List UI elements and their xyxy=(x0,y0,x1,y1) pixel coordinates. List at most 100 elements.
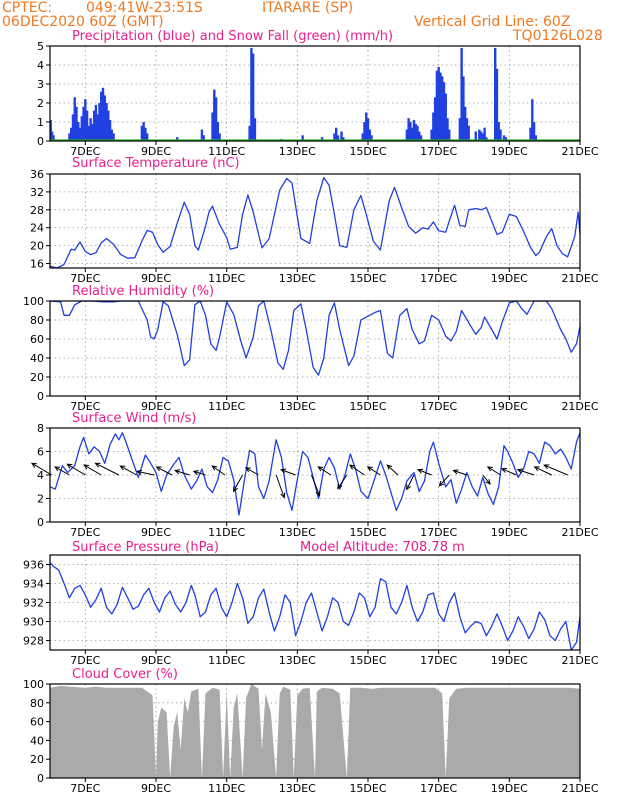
x-tick-label: 9DEC xyxy=(141,654,171,667)
wind-arrow xyxy=(349,464,365,476)
x-tick-label: 13DEC xyxy=(279,654,316,667)
x-tick-label: 19DEC xyxy=(491,526,528,539)
header-source: CPTEC: xyxy=(2,0,52,16)
wind-arrow-head xyxy=(280,492,286,499)
wind-arrow xyxy=(120,465,137,476)
header: CPTEC: 049:41W-23:51S ITARARE (SP) 06DEC… xyxy=(2,0,603,44)
wind-arrow-head xyxy=(315,490,321,497)
x-tick-label: 15DEC xyxy=(349,526,386,539)
precip-bar xyxy=(416,125,419,141)
precip-bar xyxy=(370,135,373,141)
precip-bar xyxy=(365,112,368,141)
x-tick-label: 11DEC xyxy=(208,272,245,285)
wind-arrow xyxy=(544,464,568,476)
header-date: 06DEC2020 60Z (GMT) xyxy=(2,14,164,30)
panel-temperature: Surface Temperature (nC) 16 20 24 28 32 36 7DE… xyxy=(30,156,599,285)
panel-cloud-cover: Cloud Cover (%) 0 20 40 60 80 100 7DEC 9DEC 11DE… xyxy=(23,667,599,795)
x-tick-label: 19DEC xyxy=(491,400,528,413)
y-tick-label: 934 xyxy=(23,578,44,591)
x-tick-label: 13DEC xyxy=(279,145,316,158)
precip-bar xyxy=(432,112,435,141)
x-tick-label: 13DEC xyxy=(279,400,316,413)
y-tick-label: 16 xyxy=(30,258,44,271)
wind-arrow xyxy=(367,466,381,476)
precip-bar xyxy=(504,137,507,141)
wind-arrow-head xyxy=(386,464,393,470)
precip-bar xyxy=(444,93,447,141)
precip-bar xyxy=(333,133,336,141)
y-tick-label: 100 xyxy=(23,295,44,308)
x-tick-label: 11DEC xyxy=(208,400,245,413)
wind-arrow xyxy=(337,474,348,489)
precip-bar xyxy=(89,118,92,141)
x-tick-label: 15DEC xyxy=(349,782,386,795)
precip-bar xyxy=(176,137,179,141)
precip-bar xyxy=(71,114,75,141)
x-tick-label: 21DEC xyxy=(561,145,598,158)
header-coords: 049:41W-23:51S xyxy=(86,0,203,16)
x-tick-label: 15DEC xyxy=(349,272,386,285)
precip-bar xyxy=(211,112,214,141)
x-tick-label: 7DEC xyxy=(70,145,100,158)
x-tick-label: 9DEC xyxy=(141,526,171,539)
wind-arrow-head xyxy=(543,464,550,470)
wind-arrow xyxy=(193,470,206,476)
precip-bar xyxy=(410,127,414,141)
precip-bar xyxy=(458,118,462,141)
panel-wind: Surface Wind (m/s) 0 2 4 6 8 7DEC 9DEC 11DEC 13D… xyxy=(30,411,599,539)
precip-bar xyxy=(465,118,469,141)
precip-bar xyxy=(142,122,145,141)
panel-humidity: Relative Humidity (%) 0 20 40 60 80 100 7DEC 9D… xyxy=(23,284,599,413)
wind-arrow-head xyxy=(366,466,373,472)
x-tick-label: 7DEC xyxy=(70,400,100,413)
panel-frame xyxy=(49,683,581,779)
precip-bar xyxy=(363,122,366,141)
precip-bar xyxy=(467,125,470,141)
x-tick-label: 21DEC xyxy=(561,782,598,795)
y-tick-label: 2 xyxy=(37,493,44,506)
y-tick-label: 4 xyxy=(37,469,44,482)
precip-bar xyxy=(481,133,485,141)
y-tick-label: 3 xyxy=(37,78,44,91)
precip-bar xyxy=(103,95,106,141)
precip-bar xyxy=(485,137,488,141)
x-tick-label: 7DEC xyxy=(70,782,100,795)
x-tick-label: 11DEC xyxy=(208,145,245,158)
wind-arrow-head xyxy=(438,480,445,487)
temperature-plot: 16 20 24 28 32 36 7DEC 9DEC 11DEC 13DEC 15DEC 17DEC… xyxy=(30,168,599,285)
x-tick-label: 15DEC xyxy=(349,654,386,667)
precip-bar xyxy=(532,122,536,141)
wind-arrow-head xyxy=(280,468,287,474)
precip-bar xyxy=(474,131,477,141)
precip-bar xyxy=(49,120,52,141)
wind-arrow-head xyxy=(94,462,101,468)
wind-arrow xyxy=(137,470,155,476)
wind-arrow xyxy=(318,466,332,476)
wind-arrow-head xyxy=(244,467,251,473)
precip-bar xyxy=(494,47,497,141)
wind-title: Surface Wind (m/s) xyxy=(72,411,196,426)
x-tick-label: 17DEC xyxy=(420,400,457,413)
panel-frame xyxy=(49,427,581,523)
precip-bar xyxy=(52,135,55,141)
precip-bar xyxy=(214,97,218,141)
precip-bar xyxy=(218,133,221,141)
precip-bar xyxy=(68,133,71,141)
wind-arrow xyxy=(501,468,517,476)
wind-arrow-head xyxy=(211,465,218,471)
series-line xyxy=(49,432,581,516)
header-code: TQ0126L028 xyxy=(512,28,603,44)
precip-bar xyxy=(251,53,255,141)
y-tick-label: 36 xyxy=(30,168,44,181)
pressure-title: Surface Pressure (hPa) xyxy=(72,540,219,555)
precip-bar xyxy=(70,127,73,141)
x-tick-label: 17DEC xyxy=(420,145,457,158)
precip-bar xyxy=(77,122,80,141)
x-tick-label: 21DEC xyxy=(561,272,598,285)
wind-arrow xyxy=(175,470,190,476)
temperature-title: Surface Temperature (nC) xyxy=(72,156,240,171)
precip-bar xyxy=(112,133,115,141)
x-tick-label: 17DEC xyxy=(420,272,457,285)
wind-arrow xyxy=(311,474,321,496)
